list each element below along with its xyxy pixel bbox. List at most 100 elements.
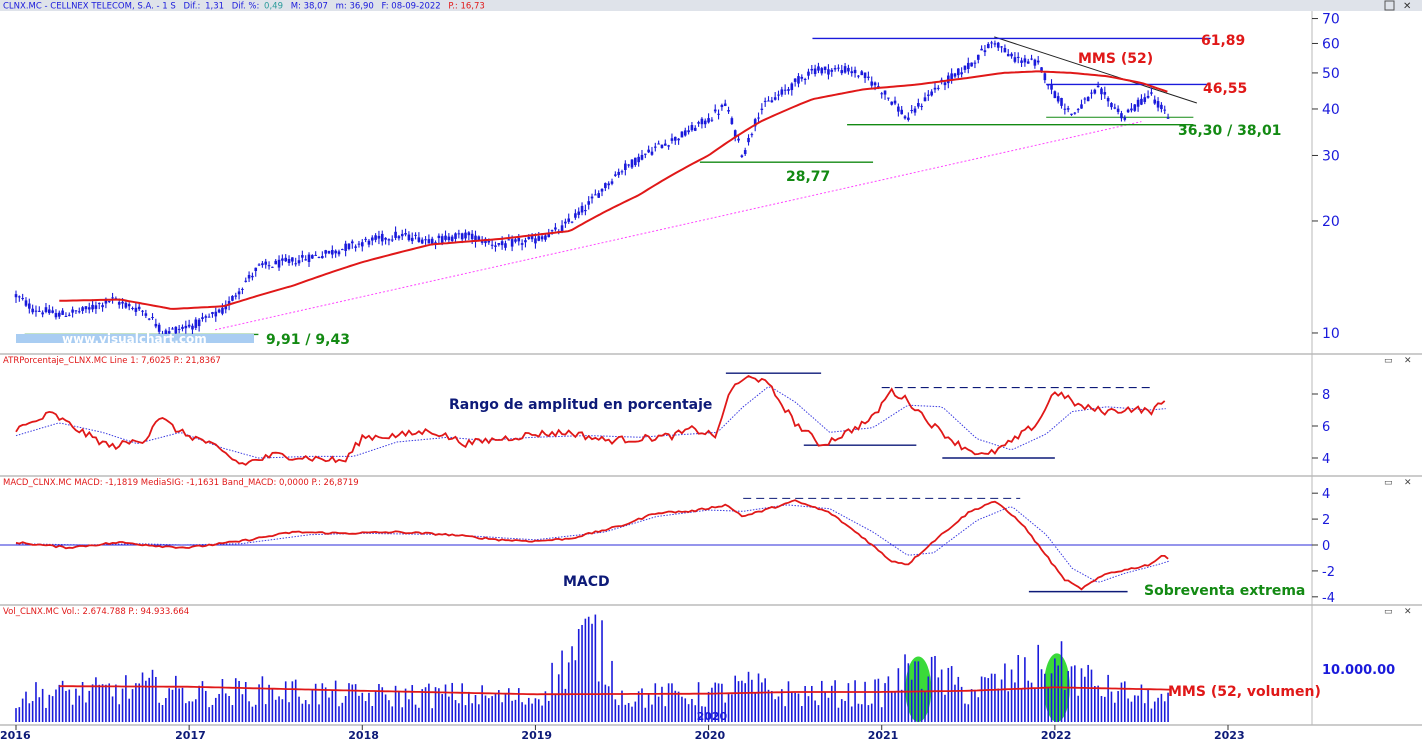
price-body (117, 302, 121, 305)
macd-close-icon[interactable]: ✕ (1404, 478, 1412, 488)
price-body (284, 257, 288, 262)
price-body (743, 150, 747, 155)
price-body (820, 68, 824, 74)
price-body (627, 164, 630, 166)
price-body (900, 109, 903, 115)
price-body (1046, 84, 1050, 86)
price-body (97, 302, 101, 304)
price-body (144, 313, 148, 316)
price-body (151, 317, 154, 319)
price-body (34, 310, 38, 312)
price-body (1146, 95, 1150, 98)
price-body (474, 235, 477, 242)
price-body (1163, 109, 1167, 111)
price-body (237, 291, 241, 295)
price-body (893, 100, 897, 104)
price-body (953, 73, 957, 77)
price-body (384, 237, 387, 240)
price-y-label: 40 (1322, 102, 1340, 118)
x-label: 2019 (521, 729, 552, 741)
price-body (450, 236, 454, 241)
price-body (1053, 91, 1057, 99)
price-body (217, 309, 221, 313)
price-body (823, 66, 827, 70)
price-bars (14, 40, 1170, 341)
price-body (57, 312, 61, 317)
price-panel (14, 36, 1211, 341)
price-body (407, 234, 411, 241)
price-body (787, 89, 790, 91)
price-body (104, 298, 108, 304)
volume-header: Vol_CLNX.MC Vol.: 2.674.788 P.: 94.933.6… (3, 607, 1412, 617)
close-icon[interactable]: ✕ (1403, 1, 1411, 12)
price-body (487, 240, 491, 243)
price-body (923, 97, 927, 102)
price-body (897, 106, 900, 112)
price-body (1020, 60, 1023, 63)
price-body (913, 108, 917, 113)
price-body (793, 78, 797, 82)
price-body (181, 326, 184, 329)
atr-close-icon[interactable]: ✕ (1404, 356, 1412, 366)
price-body (1106, 97, 1110, 102)
price-body (417, 237, 421, 242)
price-body (830, 69, 834, 72)
price-body (14, 294, 18, 298)
price-body (770, 100, 774, 103)
price-body (367, 240, 371, 245)
atr-minimize-button[interactable]: ▭ (1384, 356, 1393, 366)
price-body (377, 235, 381, 239)
difpct-label: Dif. %: (232, 2, 260, 12)
price-body (1080, 104, 1083, 109)
volume-close-icon[interactable]: ✕ (1404, 607, 1412, 617)
volume-y-label: 10.000.00 (1322, 663, 1395, 678)
price-body (71, 309, 74, 313)
price-body (264, 261, 268, 265)
price-body (1136, 99, 1140, 107)
price-body (211, 312, 214, 315)
price-body (1010, 53, 1013, 57)
macd-line (15, 499, 1169, 591)
price-body (693, 127, 697, 131)
minimize-button[interactable] (1384, 0, 1395, 11)
price-body (550, 230, 554, 232)
price-body (470, 233, 474, 240)
atr-y-label: 6 (1322, 420, 1330, 435)
price-body (124, 302, 128, 308)
x-label: 2020 (695, 729, 726, 741)
price-body (657, 143, 660, 145)
price-body (927, 94, 930, 96)
atr-title: ATRPorcentaje_CLNX.MC Line 1: 7,6025 P.:… (3, 356, 221, 366)
price-body (271, 266, 274, 268)
price-body (477, 236, 481, 241)
dif-label: Dif.: (184, 2, 201, 12)
price-body (843, 66, 847, 73)
price-body (77, 311, 81, 313)
price-body (47, 309, 51, 314)
x-marker-label: 2020 (697, 710, 728, 723)
price-body (504, 243, 507, 248)
price-body (127, 304, 131, 307)
price-body (707, 118, 710, 123)
price-body (447, 236, 451, 241)
price-body (414, 234, 417, 236)
price-body (164, 330, 168, 335)
price-body (457, 233, 461, 235)
price-body (703, 120, 707, 125)
volume-minimize-button[interactable]: ▭ (1384, 607, 1393, 617)
price-body (597, 193, 600, 198)
price-body (660, 144, 664, 149)
atr-y-label: 4 (1322, 452, 1330, 467)
price-body (910, 110, 913, 112)
price-body (600, 188, 604, 192)
price-body (28, 303, 31, 309)
price-body (360, 242, 364, 247)
support-2020-label: 28,77 (786, 169, 830, 185)
x-label: 2016 (0, 729, 31, 741)
price-body (917, 103, 920, 107)
price-body (224, 304, 228, 310)
price-body (61, 310, 64, 315)
macd-minimize-button[interactable]: ▭ (1384, 478, 1393, 488)
price-body (334, 250, 337, 254)
price-body (827, 69, 830, 75)
